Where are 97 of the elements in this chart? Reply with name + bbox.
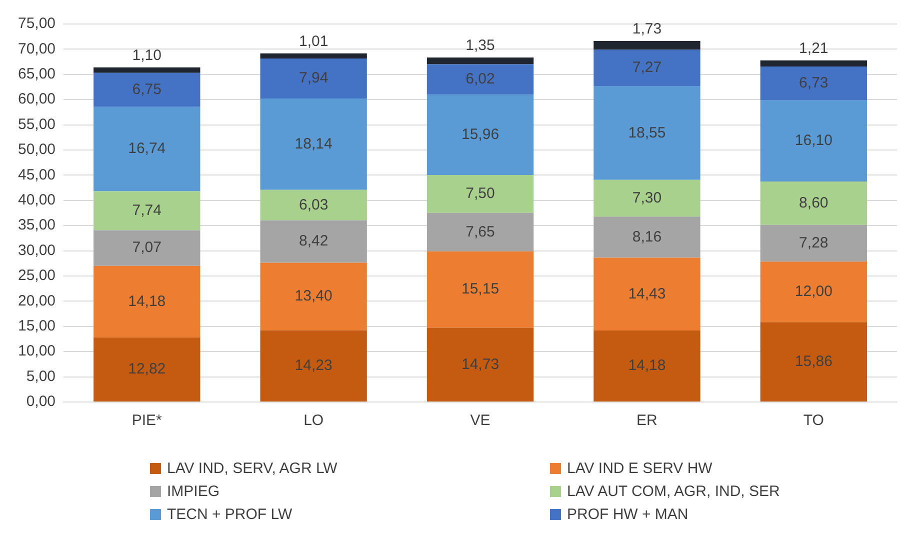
data-label: 14,43 bbox=[628, 285, 666, 302]
data-label: 12,00 bbox=[794, 282, 832, 300]
bar bbox=[94, 191, 200, 230]
data-label: 18,14 bbox=[294, 135, 332, 152]
y-tick-label: 15,00 bbox=[18, 318, 56, 335]
bar bbox=[760, 66, 867, 100]
data-label: 7,74 bbox=[132, 202, 162, 219]
bar bbox=[260, 98, 367, 190]
data-label: 1,21 bbox=[799, 40, 828, 58]
data-label: 8,60 bbox=[799, 194, 828, 212]
data-label: 15,86 bbox=[794, 352, 832, 370]
y-tick-label: 30,00 bbox=[18, 242, 56, 259]
bar bbox=[594, 258, 700, 331]
bar bbox=[94, 67, 200, 73]
bar bbox=[94, 266, 200, 338]
legend-label: LAV AUT COM, AGR, IND, SER bbox=[567, 483, 780, 500]
data-label: 12,82 bbox=[128, 360, 166, 378]
legend-label: TECN + PROF LW bbox=[167, 506, 292, 523]
bar bbox=[260, 53, 367, 58]
bar bbox=[426, 94, 534, 176]
y-tick-label: 40,00 bbox=[18, 192, 56, 209]
data-label: 14,23 bbox=[294, 357, 332, 374]
y-tick-label: 20,00 bbox=[18, 292, 56, 310]
data-label: 6,73 bbox=[799, 74, 828, 92]
data-label: 6,75 bbox=[132, 81, 162, 98]
data-label: 14,73 bbox=[461, 356, 500, 373]
bar bbox=[760, 182, 867, 225]
y-tick-label: 60,00 bbox=[18, 90, 56, 108]
bar bbox=[260, 330, 367, 402]
data-label: 15,96 bbox=[461, 126, 500, 143]
bar bbox=[94, 337, 200, 402]
data-label: 7,30 bbox=[632, 189, 662, 206]
bar bbox=[426, 64, 534, 95]
y-tick-label: 10,00 bbox=[18, 342, 56, 360]
bar bbox=[594, 86, 700, 180]
legend-label: IMPIEG bbox=[167, 483, 220, 500]
bar bbox=[594, 216, 700, 258]
data-label: 1,01 bbox=[298, 33, 328, 50]
data-label: 14,18 bbox=[128, 292, 166, 310]
bar bbox=[760, 262, 867, 322]
bar bbox=[426, 212, 534, 252]
x-tick-label: PIE* bbox=[132, 412, 162, 430]
data-label: 7,50 bbox=[466, 185, 495, 202]
bar bbox=[426, 251, 534, 328]
bar bbox=[94, 72, 200, 107]
y-tick-label: 25,00 bbox=[18, 267, 56, 284]
y-tick-label: 55,00 bbox=[18, 116, 56, 133]
y-tick-label: 45,00 bbox=[18, 166, 56, 184]
bar bbox=[260, 190, 367, 220]
bar bbox=[260, 58, 367, 98]
y-tick-label: 35,00 bbox=[18, 216, 56, 234]
data-label: 14,18 bbox=[628, 357, 666, 374]
data-label: 1,35 bbox=[466, 37, 495, 54]
bar bbox=[594, 330, 700, 402]
bar bbox=[760, 100, 867, 182]
x-tick-label: ER bbox=[636, 412, 658, 430]
y-tick-label: 5,00 bbox=[26, 368, 56, 385]
data-label: 16,10 bbox=[794, 132, 832, 150]
bar bbox=[426, 328, 534, 402]
bar bbox=[594, 41, 700, 50]
bar bbox=[594, 50, 700, 86]
legend-label: LAV IND, SERV, AGR LW bbox=[167, 460, 338, 477]
y-tick-label: 0,00 bbox=[26, 393, 56, 410]
data-label: 7,65 bbox=[466, 223, 495, 240]
bar bbox=[760, 322, 867, 402]
legend-label: PROF HW + MAN bbox=[567, 506, 688, 523]
y-tick-label: 75,00 bbox=[18, 15, 56, 32]
data-label: 1,73 bbox=[632, 20, 662, 38]
bar bbox=[94, 106, 200, 192]
bar bbox=[594, 180, 700, 217]
data-label: 18,55 bbox=[628, 124, 666, 142]
x-tick-label: LO bbox=[304, 412, 324, 430]
bar bbox=[760, 224, 867, 262]
data-label: 13,40 bbox=[294, 288, 332, 305]
data-label: 1,10 bbox=[132, 46, 162, 64]
bar bbox=[760, 60, 867, 66]
data-label: 16,74 bbox=[128, 140, 166, 158]
y-tick-label: 65,00 bbox=[18, 66, 56, 83]
data-label: 7,27 bbox=[632, 59, 662, 76]
data-label: 15,15 bbox=[461, 280, 500, 298]
bar bbox=[260, 220, 367, 263]
bar bbox=[94, 230, 200, 266]
data-label: 6,03 bbox=[298, 196, 328, 214]
data-label: 7,07 bbox=[132, 239, 162, 256]
bar bbox=[260, 262, 367, 330]
data-label: 8,16 bbox=[632, 228, 662, 246]
legend-label: LAV IND E SERV HW bbox=[567, 460, 712, 477]
bar bbox=[426, 175, 534, 213]
x-tick-label: TO bbox=[803, 412, 824, 430]
data-label: 6,02 bbox=[466, 70, 495, 88]
y-tick-label: 70,00 bbox=[18, 40, 56, 58]
data-label: 8,42 bbox=[298, 232, 328, 250]
bar bbox=[426, 57, 534, 64]
y-tick-label: 50,00 bbox=[18, 141, 56, 158]
data-label: 7,94 bbox=[298, 70, 328, 87]
data-label: 7,28 bbox=[799, 234, 828, 252]
x-tick-label: VE bbox=[470, 412, 490, 430]
